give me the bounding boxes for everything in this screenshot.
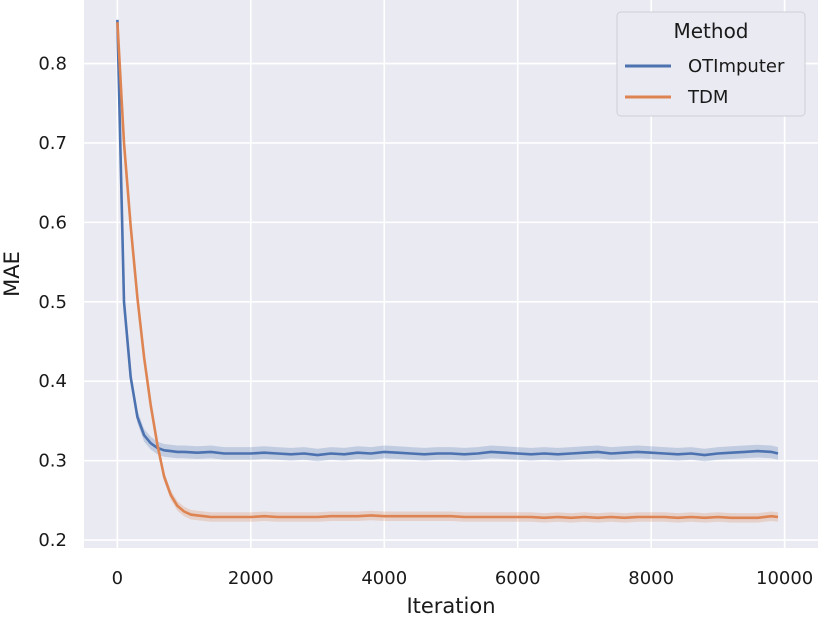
x-tick-label: 10000 [756,568,813,589]
y-tick-label: 0.5 [38,292,67,313]
legend-title: Method [673,19,748,43]
legend: Method OTImputer TDM [616,11,806,117]
y-tick-label: 0.8 [38,54,67,75]
line-tdm [116,22,779,520]
x-tick-label: 4000 [361,568,407,589]
legend-label-tdm: TDM [687,87,728,108]
grid-lines [84,0,818,548]
line-otimputer [116,19,779,457]
y-axis-label: MAE [0,251,24,297]
y-tick-label: 0.7 [38,133,67,154]
series-lines [116,19,779,520]
legend-box [616,11,806,117]
y-tick-label: 0.3 [38,451,67,472]
x-axis-label: Iteration [406,594,495,617]
x-tick-label: 6000 [495,568,541,589]
y-tick-label: 0.2 [38,530,67,551]
x-tick-label: 8000 [628,568,674,589]
y-axis-ticks: 0.2 0.3 0.4 0.5 0.6 0.7 0.8 [38,54,67,552]
x-axis-ticks: 0 2000 4000 6000 8000 10000 [112,568,814,589]
y-tick-label: 0.4 [38,371,67,392]
y-tick-label: 0.6 [38,212,67,233]
legend-label-otimputer: OTImputer [688,56,785,77]
x-tick-label: 0 [112,568,123,589]
x-tick-label: 2000 [228,568,274,589]
